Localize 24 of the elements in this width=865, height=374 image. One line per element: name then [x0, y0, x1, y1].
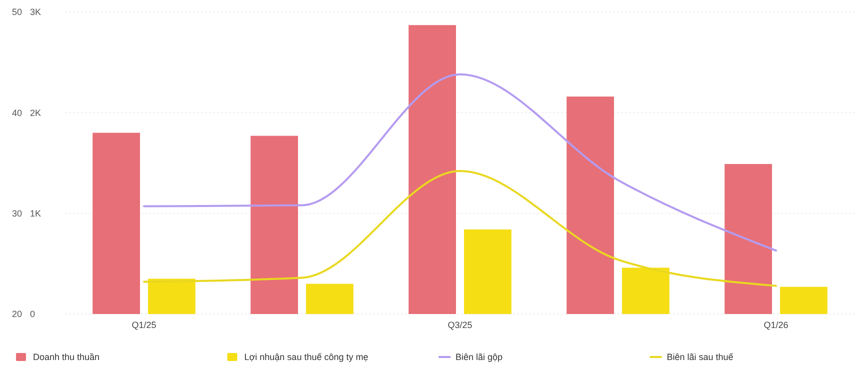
bar — [464, 229, 512, 314]
y2-tick-label: 2K — [30, 108, 42, 118]
y2-tick-label: 1K — [30, 208, 42, 218]
y2-tick-label: 3K — [30, 7, 42, 18]
bar — [306, 284, 354, 314]
x-tick-label: Q3/25 — [448, 320, 472, 330]
bar — [566, 96, 614, 314]
y-tick-label: 30 — [12, 208, 22, 218]
bar — [724, 164, 772, 314]
legend-label: Doanh thu thuần — [33, 352, 100, 362]
y-tick-label: 20 — [12, 309, 22, 320]
x-tick-label: Q1/25 — [132, 320, 156, 330]
bar — [408, 25, 456, 314]
legend-label: Biên lãi gộp — [456, 352, 503, 362]
legend-label: Lợi nhuận sau thuế công ty mẹ — [244, 352, 368, 362]
x-tick-label: Q1/26 — [764, 320, 788, 330]
bar — [780, 286, 828, 314]
bar — [92, 132, 140, 314]
y-tick-label: 50 — [12, 7, 22, 18]
y2-tick-label: 0 — [30, 309, 36, 320]
line-series — [143, 73, 777, 252]
legend-label: Biên lãi sau thuế — [666, 352, 734, 362]
bar — [250, 136, 298, 314]
y-tick-label: 40 — [12, 108, 22, 118]
